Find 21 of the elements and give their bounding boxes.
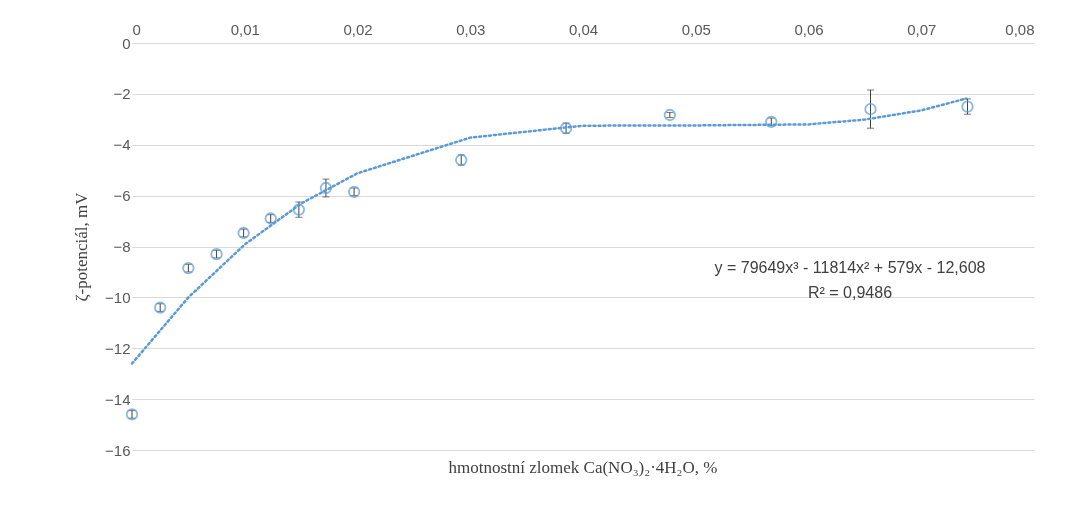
annotation: R² = 0,9486 [807, 284, 893, 301]
y-tick-label: −6 [113, 187, 131, 205]
x-tick-label: 0,04 [568, 20, 599, 38]
y-tick-label: −12 [105, 339, 131, 357]
y-tick-label: 0 [122, 34, 131, 52]
y-tick-label: −14 [105, 390, 131, 408]
y-tick-label: −2 [113, 85, 131, 103]
x-tick-label: 0,08 [1005, 20, 1035, 38]
y-tick-label: −8 [113, 238, 131, 255]
y-tick-label: −4 [113, 136, 131, 154]
annotation: y = 79649x³ - 11814x² + 579x - 12,608 [714, 259, 986, 276]
x-tick-label: 0,02 [343, 20, 373, 38]
x-tick-label: 0,03 [456, 20, 486, 38]
y-axis-title: ζ-potenciál, mV [72, 191, 92, 302]
y-tick-label: −10 [105, 288, 131, 306]
x-axis-title: hmotnostní zlomek Ca(NO₃)₂·4H₂O, % [448, 458, 718, 477]
y-tick-label: −16 [105, 441, 131, 459]
x-tick-label: 0,06 [794, 20, 824, 38]
x-tick-label: 0,01 [230, 20, 260, 38]
x-tick-label: 0,05 [681, 20, 711, 38]
x-tick-label: 0,07 [907, 20, 937, 38]
